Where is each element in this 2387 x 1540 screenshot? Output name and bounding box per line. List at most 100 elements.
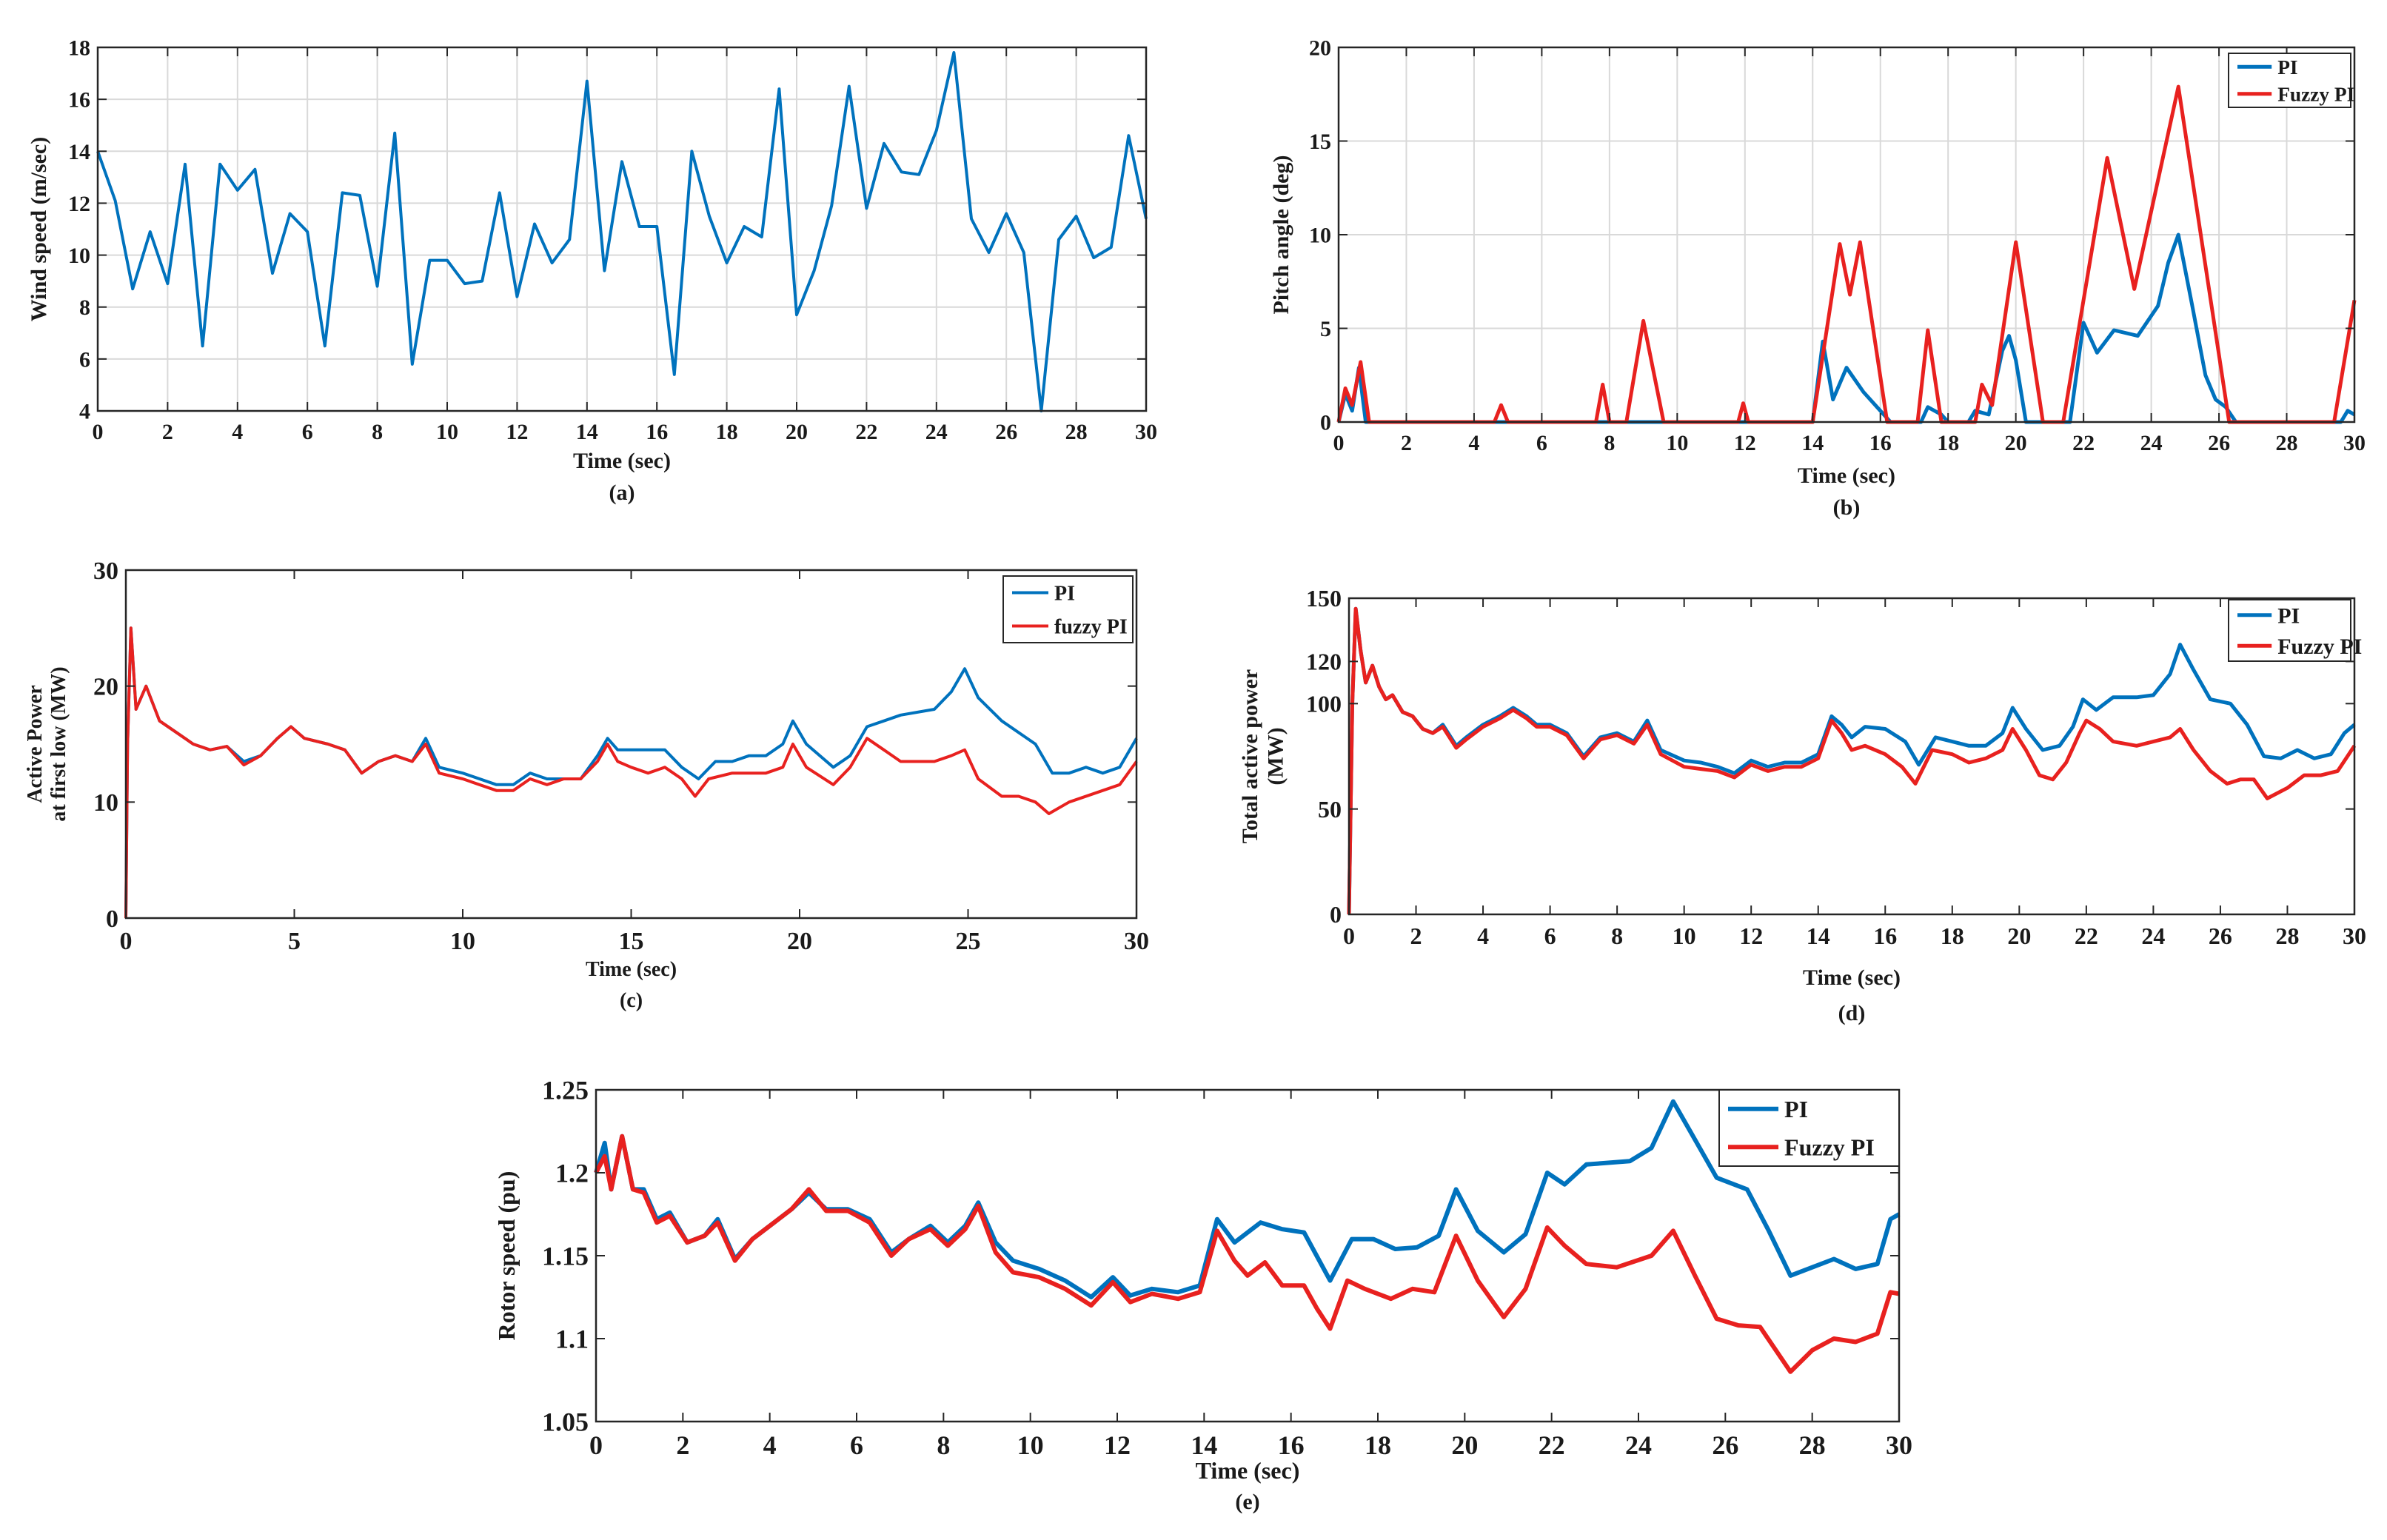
x-tick-label: 20 bbox=[2007, 923, 2031, 949]
x-tick-label: 20 bbox=[786, 420, 808, 444]
x-tick-label: 15 bbox=[619, 928, 644, 955]
x-tick-label: 4 bbox=[1477, 923, 1489, 949]
y-axis-label: Rotor speed (pu) bbox=[493, 1171, 520, 1341]
x-tick-label: 22 bbox=[1539, 1430, 1565, 1460]
x-tick-label: 4 bbox=[1468, 431, 1479, 455]
x-tick-label: 28 bbox=[1065, 420, 1088, 444]
series-line-pi bbox=[124, 626, 1138, 919]
x-tick-label: 4 bbox=[232, 420, 243, 444]
y-tick-label: 1.05 bbox=[542, 1407, 589, 1437]
y-tick-label: 10 bbox=[93, 789, 118, 817]
y-axis-label: Total active power bbox=[1238, 669, 1262, 844]
x-tick-label: 30 bbox=[2343, 431, 2366, 455]
legend-label: fuzzy PI bbox=[1054, 615, 1128, 638]
x-tick-label: 26 bbox=[995, 420, 1017, 444]
y-tick-label: 10 bbox=[68, 244, 90, 268]
y-tick-label: 4 bbox=[79, 400, 90, 424]
y-tick-label: 150 bbox=[1306, 585, 1342, 612]
series-line-fuzzy-pi bbox=[594, 1134, 1900, 1374]
series-line-wind-speed bbox=[96, 51, 1148, 412]
x-tick-label: 0 bbox=[589, 1430, 603, 1460]
plot-area bbox=[596, 1090, 1899, 1422]
x-tick-label: 8 bbox=[937, 1430, 950, 1460]
chart-d: 0 2 4 6 8 10 12 14 16 18 20 22 24 26 28 30050100120150T… bbox=[1238, 585, 2366, 1025]
y-tick-label: 50 bbox=[1318, 796, 1342, 823]
x-tick-label: 2 bbox=[1410, 923, 1422, 949]
x-tick-label: 16 bbox=[646, 420, 668, 444]
x-tick-label: 26 bbox=[1712, 1430, 1738, 1460]
axes-box bbox=[96, 46, 1148, 412]
legend: PI Fuzzy PI bbox=[2228, 53, 2354, 108]
x-tick-label: 16 bbox=[1873, 923, 1897, 949]
x-tick-label: 20 bbox=[2005, 431, 2027, 455]
x-tick-label: 0 bbox=[93, 420, 104, 444]
y-tick-label: 0 bbox=[1330, 901, 1342, 928]
x-tick-label: 24 bbox=[1625, 1430, 1652, 1460]
y-tick-label: 100 bbox=[1306, 691, 1342, 717]
plot-area bbox=[1349, 598, 2354, 914]
x-tick-label: 18 bbox=[716, 420, 738, 444]
x-tick-label: 24 bbox=[925, 420, 948, 444]
y-tick-label: 20 bbox=[93, 674, 118, 701]
plot-area bbox=[126, 570, 1136, 918]
x-tick-label: 30 bbox=[1886, 1430, 1912, 1460]
y-tick-label: 1.25 bbox=[542, 1076, 589, 1105]
x-tick-label: 4 bbox=[763, 1430, 777, 1460]
x-axis-label: Time (sec) bbox=[586, 958, 677, 981]
subfigure-caption: (b) bbox=[1833, 495, 1861, 520]
x-tick-label: 20 bbox=[787, 928, 812, 955]
chart-a: 0 2 4 6 8 10 12 14 16 18 20 22 24 26 28 304681012141618… bbox=[27, 36, 1157, 506]
x-axis-label: Time (sec) bbox=[1196, 1457, 1300, 1484]
subfigure-caption: (e) bbox=[1235, 1490, 1259, 1514]
x-tick-label: 12 bbox=[1104, 1430, 1131, 1460]
legend-label: Fuzzy PI bbox=[1784, 1134, 1875, 1160]
axes-box bbox=[1348, 597, 2356, 916]
x-tick-label: 14 bbox=[1191, 1430, 1217, 1460]
legend-label: PI bbox=[2277, 603, 2300, 628]
x-tick-label: 6 bbox=[302, 420, 313, 444]
chart-b: 0 2 4 6 8 10 12 14 16 18 20 22 24 26 28 3005101520Time … bbox=[1269, 36, 2366, 520]
y-tick-label: 120 bbox=[1306, 649, 1342, 675]
y-axis-label: (MW) bbox=[1263, 727, 1288, 785]
x-tick-label: 10 bbox=[1666, 431, 1688, 455]
x-tick-label: 30 bbox=[2343, 923, 2366, 949]
subfigure-caption: (a) bbox=[609, 481, 635, 505]
x-tick-label: 6 bbox=[850, 1430, 863, 1460]
x-tick-label: 14 bbox=[576, 420, 598, 444]
y-tick-label: 10 bbox=[1309, 224, 1331, 248]
x-tick-label: 26 bbox=[2209, 923, 2232, 949]
x-tick-label: 24 bbox=[2141, 923, 2165, 949]
y-tick-label: 30 bbox=[93, 558, 118, 585]
legend-label: PI bbox=[2277, 56, 2297, 78]
legend-box bbox=[1002, 575, 1134, 643]
x-tick-label: 10 bbox=[1017, 1430, 1044, 1460]
legend: PI Fuzzy PI bbox=[1718, 1089, 1900, 1167]
x-tick-label: 25 bbox=[956, 928, 981, 955]
y-tick-label: 20 bbox=[1309, 36, 1331, 61]
chart-e: 0 2 4 6 8 10 12 14 16 18 20 22 24 26 28 301.051.11.151.… bbox=[493, 1076, 1912, 1514]
series-line-fuzzy-pi bbox=[1347, 606, 2357, 915]
x-tick-label: 12 bbox=[1734, 431, 1756, 455]
y-tick-label: 8 bbox=[79, 295, 90, 320]
x-axis-label: Time (sec) bbox=[1803, 965, 1901, 990]
x-tick-label: 22 bbox=[2072, 431, 2095, 455]
x-axis-label: Time (sec) bbox=[1798, 463, 1895, 488]
y-axis-label: at first low (MW) bbox=[47, 666, 70, 821]
x-tick-label: 18 bbox=[1937, 431, 1959, 455]
y-tick-label: 5 bbox=[1320, 317, 1331, 341]
legend: PI Fuzzy PI bbox=[2228, 599, 2362, 662]
x-tick-label: 0 bbox=[1343, 923, 1355, 949]
y-tick-label: 0 bbox=[106, 905, 118, 933]
x-axis-label: Time (sec) bbox=[573, 449, 671, 473]
y-tick-label: 16 bbox=[68, 88, 90, 113]
y-tick-label: 6 bbox=[79, 347, 90, 372]
y-axis-label: Pitch angle (deg) bbox=[1269, 155, 1293, 315]
y-tick-label: 1.1 bbox=[555, 1325, 589, 1354]
x-tick-label: 5 bbox=[288, 928, 301, 955]
series-line-fuzzy-pi bbox=[124, 626, 1138, 919]
x-tick-label: 20 bbox=[1451, 1430, 1478, 1460]
x-tick-label: 14 bbox=[1801, 431, 1824, 455]
subfigure-caption: (d) bbox=[1838, 1001, 1866, 1025]
x-tick-label: 12 bbox=[506, 420, 528, 444]
